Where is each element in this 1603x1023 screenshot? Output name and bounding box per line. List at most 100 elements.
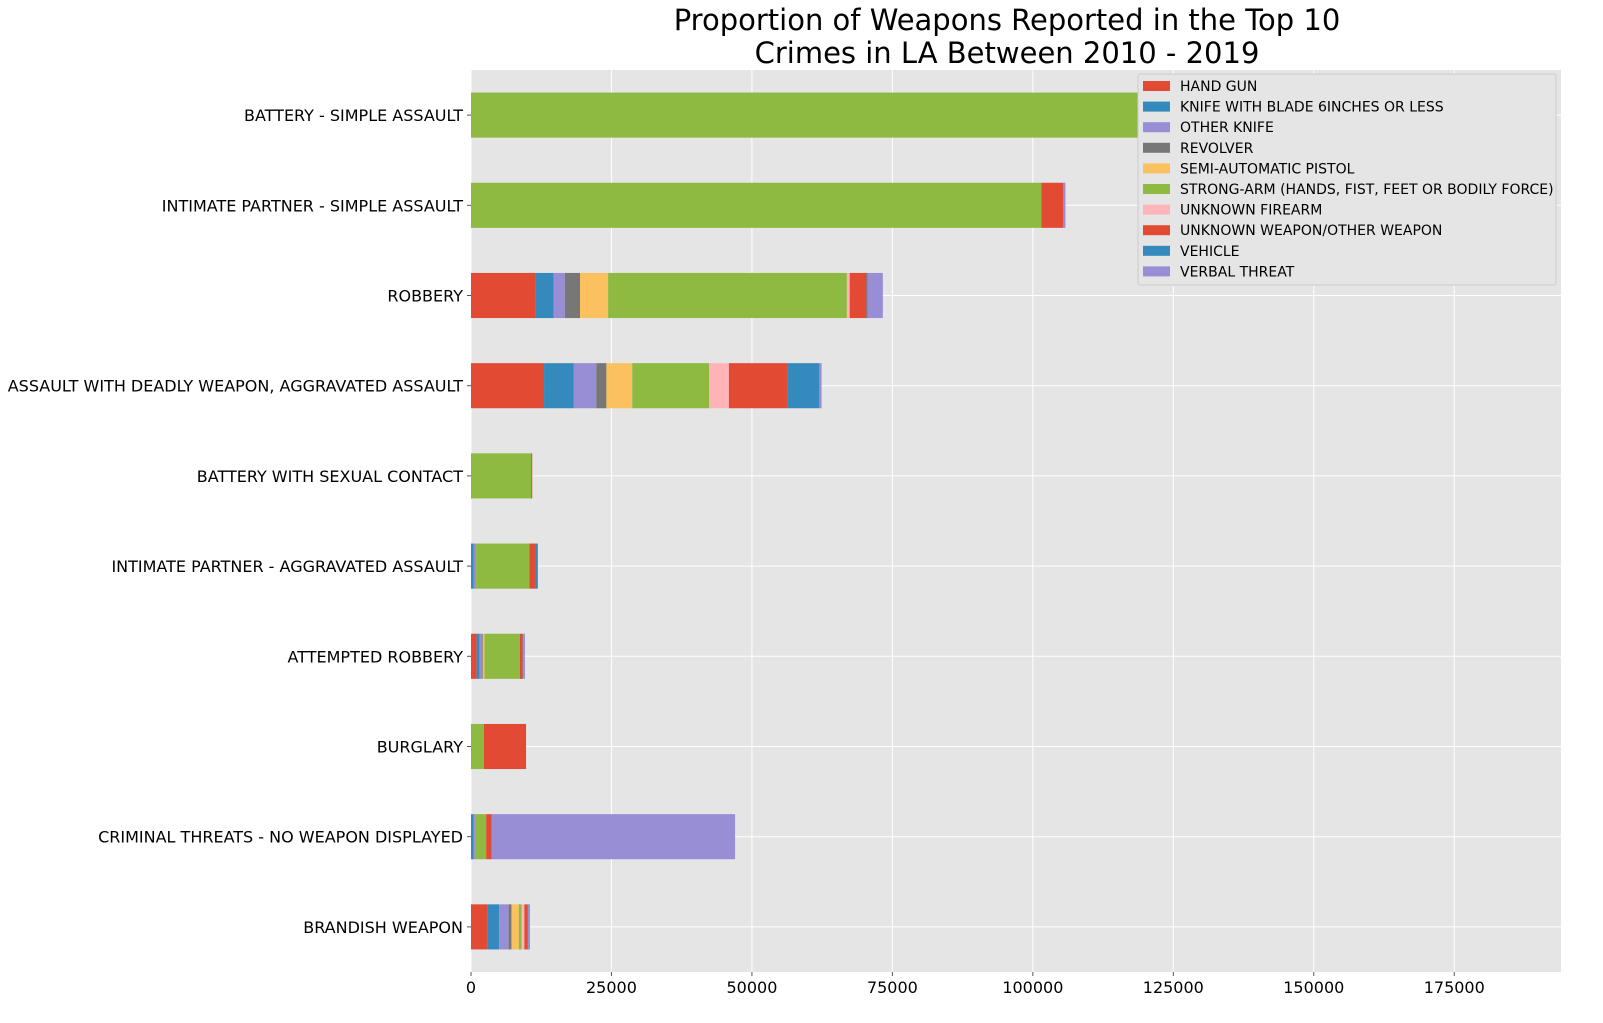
chart-title-line-1: Proportion of Weapons Reported in the To…	[674, 3, 1341, 37]
bar-segment	[524, 904, 528, 950]
legend-label: SEMI-AUTOMATIC PISTOL	[1180, 161, 1355, 177]
bar-segment	[867, 272, 883, 319]
x-tick-label: 25000	[586, 978, 637, 997]
bar-segment	[535, 272, 554, 319]
bar-segment	[573, 363, 597, 409]
bar-segment	[632, 363, 710, 409]
bar-segment	[1063, 182, 1064, 228]
bar-segment	[471, 363, 545, 409]
bar-segment	[535, 543, 538, 589]
bar-segment	[483, 723, 527, 770]
legend-swatch	[1143, 101, 1170, 112]
bar-segment	[479, 633, 482, 679]
bar-segment	[471, 182, 1042, 228]
bar-segment	[486, 814, 492, 860]
bar-segment	[580, 272, 609, 319]
chart-title-line-2: Crimes in LA Between 2010 - 2019	[755, 36, 1260, 70]
bar-segment	[471, 543, 474, 589]
bar-segment	[518, 904, 522, 950]
bar-segment	[1063, 182, 1066, 228]
legend-swatch	[1143, 122, 1170, 133]
category-label: CRIMINAL THREATS - NO WEAPON DISPLAYED	[98, 828, 463, 847]
bar-segment	[608, 272, 847, 319]
bar-segment	[499, 904, 509, 950]
bar-segment	[523, 633, 525, 679]
bar-segment	[531, 453, 533, 499]
bar-segment	[482, 633, 485, 679]
bar-segment	[476, 543, 530, 589]
bar-segment	[491, 814, 736, 860]
legend-label: VERBAL THREAT	[1180, 264, 1295, 280]
bar-segment	[471, 814, 474, 860]
bar-segment	[709, 363, 729, 409]
legend-swatch	[1143, 225, 1170, 236]
bar-segment	[519, 633, 523, 679]
bar-segment	[527, 904, 529, 950]
x-axis-tick-labels: 0 25000 50000 75000 100000 125000 150000 175000	[466, 972, 1485, 997]
bar-segment	[819, 363, 822, 409]
x-tick-label: 125000	[1143, 978, 1204, 997]
legend-label: VEHICLE	[1180, 244, 1240, 260]
legend-swatch	[1143, 163, 1170, 174]
bar-segment	[473, 543, 477, 589]
x-tick-label: 175000	[1424, 978, 1485, 997]
bar-segment	[528, 904, 530, 950]
category-label: BRANDISH WEAPON	[303, 918, 463, 937]
category-label: ROBBERY	[387, 287, 463, 306]
bar-segment	[1041, 182, 1064, 228]
bar-segment	[596, 363, 607, 409]
bar-segment	[473, 814, 475, 860]
category-label: INTIMATE PARTNER - AGGRAVATED ASSAULT	[111, 557, 463, 576]
category-label: BATTERY - SIMPLE ASSAULT	[244, 106, 463, 125]
bar-segment	[521, 904, 525, 950]
bar-segment	[471, 633, 477, 679]
legend-swatch	[1143, 142, 1170, 153]
bar-segment	[606, 363, 633, 409]
bar-segment	[471, 904, 488, 950]
legend-label: UNKNOWN FIREARM	[1180, 203, 1322, 219]
bar-segment	[866, 272, 868, 319]
x-tick-label: 50000	[726, 978, 777, 997]
legend-swatch	[1143, 245, 1170, 256]
category-labels: BRANDISH WEAPON CRIMINAL THREATS - NO WEA…	[8, 106, 471, 937]
legend: HAND GUN KNIFE WITH BLADE 6INCHES OR LESS…	[1137, 73, 1557, 286]
category-label: BURGLARY	[377, 738, 464, 757]
bar-segment	[544, 363, 574, 409]
legend-label: OTHER KNIFE	[1180, 120, 1274, 136]
bar-segment	[522, 633, 524, 679]
bar-segment	[529, 543, 536, 589]
legend-label: KNIFE WITH BLADE 6INCHES OR LESS	[1180, 100, 1444, 116]
legend-label: STRONG-ARM (HANDS, FIST, FEET OR BODILY …	[1180, 182, 1554, 198]
bar-segment	[474, 814, 487, 860]
category-label: ASSAULT WITH DEADLY WEAPON, AGGRAVATED A…	[8, 377, 464, 396]
legend-swatch	[1143, 204, 1170, 215]
legend-swatch	[1143, 266, 1170, 277]
x-tick-label: 0	[466, 978, 476, 997]
x-tick-label: 75000	[867, 978, 918, 997]
legend-label: REVOLVER	[1180, 141, 1254, 157]
bar-segment	[508, 904, 512, 950]
category-label: ATTEMPTED ROBBERY	[288, 647, 464, 666]
legend-box	[1137, 73, 1557, 286]
bar-segment	[476, 633, 480, 679]
bar-segment	[553, 272, 565, 319]
legend-label: UNKNOWN WEAPON/OTHER WEAPON	[1180, 223, 1442, 239]
bar-segment	[846, 272, 850, 319]
bar-segment	[728, 363, 788, 409]
legend-label: HAND GUN	[1180, 79, 1257, 95]
legend-swatch	[1143, 184, 1170, 194]
bar-segment	[487, 904, 500, 950]
bar-segment	[849, 272, 867, 319]
legend-swatch	[1143, 81, 1170, 91]
x-tick-label: 100000	[1002, 978, 1063, 997]
bar-segment	[471, 453, 532, 499]
category-label: BATTERY WITH SEXUAL CONTACT	[197, 467, 463, 486]
bar-segment	[787, 363, 820, 409]
chart-title: Proportion of Weapons Reported in the To…	[674, 3, 1341, 70]
category-label: INTIMATE PARTNER - SIMPLE ASSAULT	[162, 196, 463, 215]
bar-segment	[511, 904, 519, 950]
bar-segment	[481, 633, 483, 679]
bar-segment	[471, 272, 536, 319]
bar-segment	[484, 633, 520, 679]
